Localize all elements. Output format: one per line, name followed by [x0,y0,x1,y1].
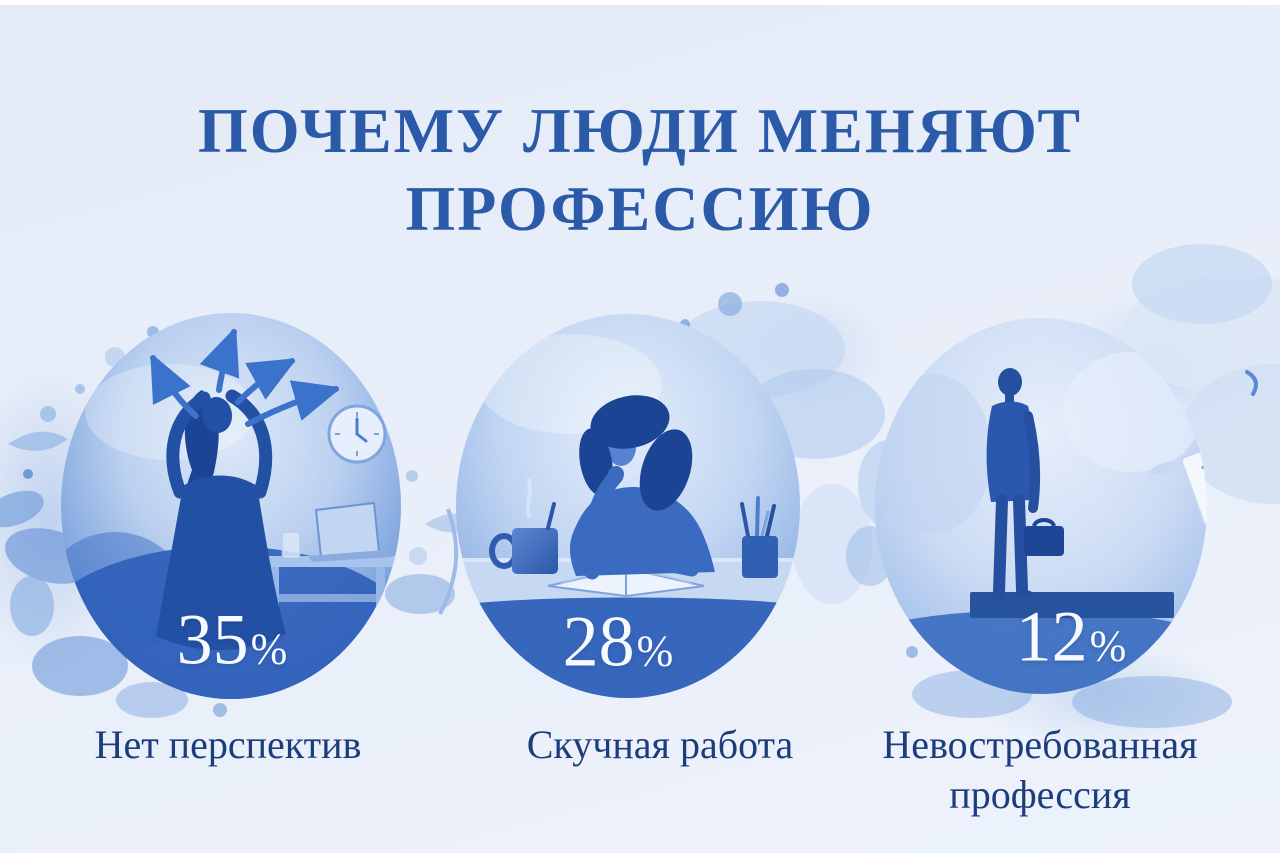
reason-card-no-prospects: 35% [0,293,427,718]
percent-sign: % [1089,621,1127,671]
watercolor-splashes [0,326,427,718]
pencil-cup-icon [740,496,778,578]
category-label-boring-work: Скучная работа [526,722,794,767]
percent-number: 12 [1015,596,1088,677]
percent-sign: % [636,626,674,676]
percent-value: 28% [563,601,674,684]
clock-icon [327,404,387,464]
reason-card-not-in-demand: 12% [846,244,1280,728]
watercolor-splashes [846,244,1280,728]
watercolor-wisp [1148,462,1182,474]
ground-platform [970,592,1174,618]
reason-card-boring-work: 28% [385,283,885,715]
briefcase-icon [1024,518,1064,556]
bored-woman-silhouette [570,395,715,580]
man-silhouette [986,368,1041,600]
bored-woman-illustration [385,283,885,698]
percent-value: 12% [1016,596,1127,679]
page-title: ПОЧЕМУ ЛЮДИ МЕНЯЮТ ПРОФЕССИЮ [0,92,1280,248]
page-title-line2: ПРОФЕССИЮ [405,173,875,244]
category-label-no-prospects: Нет перспектив [94,722,362,767]
percent-value: 35% [177,599,288,682]
top-white-strip [0,0,1280,5]
man-with-briefcase-illustration [846,244,1280,728]
percent-sign: % [250,624,288,674]
page-title-line1: ПОЧЕМУ ЛЮДИ МЕНЯЮТ [198,95,1082,166]
mug-icon [489,477,558,574]
percent-number: 28 [562,601,635,682]
stressed-woman-illustration [0,313,427,718]
percent-number: 35 [176,599,249,680]
stressed-woman-silhouette [156,389,286,651]
stress-arrows-icon [150,332,336,427]
certificate-icon [1180,425,1207,527]
category-label-not-in-demand: Невостребованная профессия [882,722,1198,817]
